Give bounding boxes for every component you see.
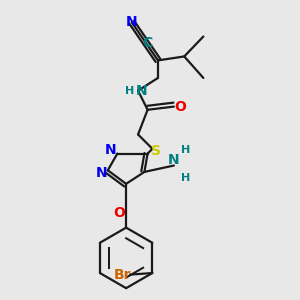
Text: C: C xyxy=(142,36,153,50)
Text: N: N xyxy=(96,167,107,181)
Text: Br: Br xyxy=(113,268,131,282)
Text: O: O xyxy=(174,100,186,114)
Text: N: N xyxy=(168,153,180,167)
Text: O: O xyxy=(113,206,125,220)
Text: H: H xyxy=(181,173,190,183)
Text: N: N xyxy=(126,15,137,29)
Text: H: H xyxy=(125,86,135,96)
Text: N: N xyxy=(105,143,117,158)
Text: H: H xyxy=(181,146,190,155)
Text: N: N xyxy=(136,84,148,98)
Text: S: S xyxy=(151,144,160,158)
